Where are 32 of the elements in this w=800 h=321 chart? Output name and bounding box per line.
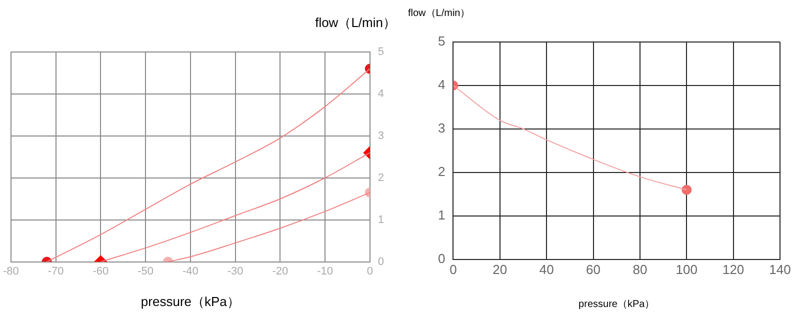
x-tick-label: 0: [366, 265, 373, 278]
y-tick-label: 4: [438, 77, 446, 92]
x-tick-label: 140: [769, 262, 791, 277]
y-tick-label: 3: [378, 130, 384, 142]
x-tick-label: -20: [272, 265, 288, 278]
y-tick-label: 1: [438, 208, 446, 222]
y-axis-title: flow（L/min）: [315, 15, 396, 30]
x-tick-label: -60: [92, 265, 109, 278]
y-tick-label: 4: [378, 88, 384, 100]
x-tick-label: -70: [48, 265, 64, 278]
x-tick-label: -80: [2, 265, 19, 278]
y-tick-label: 2: [438, 164, 446, 180]
x-tick-label: 120: [722, 262, 744, 277]
x-tick-label: -10: [317, 265, 333, 278]
x-axis-title: pressure（kPa）: [140, 294, 240, 310]
x-tick-label: 20: [492, 262, 508, 277]
y-axis-title: flow（L/min）: [408, 8, 470, 19]
y-tick-label: 3: [438, 120, 446, 136]
x-tick-label: 0: [450, 262, 457, 277]
x-tick-label: 60: [586, 262, 601, 277]
y-tick-label: 2: [378, 172, 384, 184]
x-tick-label: -40: [182, 265, 198, 278]
y-tick-label: 1: [378, 214, 384, 226]
x-tick-label: -30: [227, 265, 244, 278]
x-axis-title: pressure（kPa）: [578, 298, 655, 310]
x-tick-label: 100: [676, 262, 698, 277]
x-tick-label: -50: [138, 265, 154, 278]
x-tick-label: 80: [632, 262, 648, 277]
y-tick-label: 0: [438, 250, 446, 266]
y-tick-label: 5: [438, 34, 446, 49]
x-tick-label: 40: [539, 262, 554, 277]
y-tick-label: 5: [378, 46, 384, 58]
